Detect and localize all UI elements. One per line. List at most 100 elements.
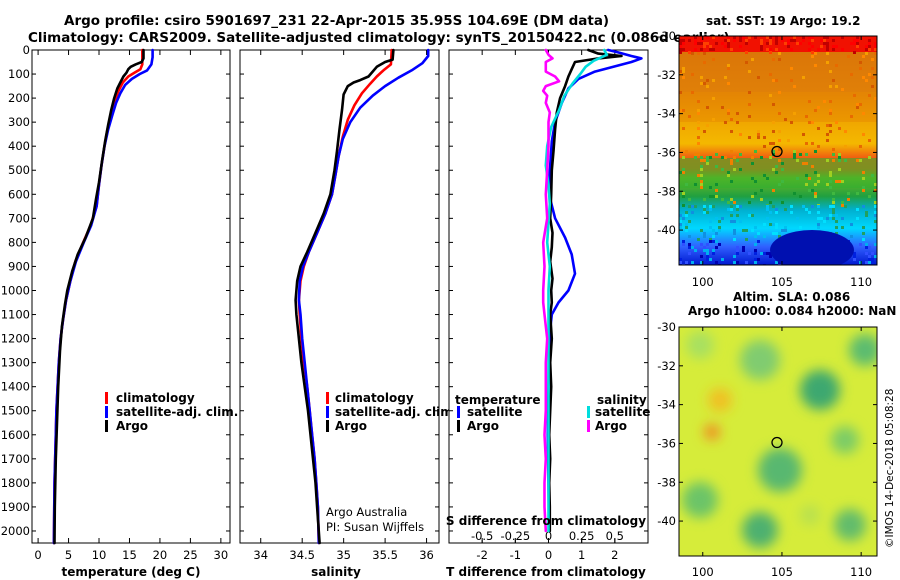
difference-depth-ticks [449,49,648,532]
sst-pixel [700,243,703,246]
sst-pixel [769,252,772,255]
depth-tick-label: 1100 [1,308,30,322]
lon-tick-label: 110 [850,565,872,579]
sst-pixel [682,214,685,217]
sst-pixel [721,106,724,109]
sst-pixel [871,67,874,70]
sst-pixel [871,261,874,264]
sst-pixel [796,177,799,180]
sst-pixel [769,255,772,258]
sst-pixel [856,106,859,109]
sst-pixel [856,208,859,211]
salinity-legend: climatology satellite-adj. clim. Argo [326,391,457,433]
sst-pixel [706,243,709,246]
sst-pixel [781,162,784,165]
s-tick-label: -0.5 [471,529,493,543]
sst-pixel [700,39,703,42]
sst-pixel [730,208,733,211]
sst-pixel [751,195,754,198]
sst-pixel [814,150,817,153]
sst-pixel [769,51,772,54]
sla-map-title-line1: Altim. SLA: 0.086 [733,290,850,304]
sst-pixel [826,217,829,220]
sst-pixel [748,136,751,139]
sst-pixel [868,48,871,51]
sst-pixel [715,183,718,186]
sst-pixel [775,42,778,45]
sla-blob [742,512,778,548]
sst-pixel [697,109,700,112]
sst-pixel [727,36,730,39]
sst-pixel [874,183,877,186]
sst-pixel [874,201,877,204]
sst-pixel [703,45,706,48]
sst-pixel [826,45,829,48]
sst-pixel [802,162,805,165]
legend-label-climatology: climatology [116,391,195,405]
lon-tick-label: 105 [771,565,793,579]
sst-pixel [772,103,775,106]
sst-field [679,36,877,265]
sst-pixel [772,232,775,235]
sst-pixel [826,183,829,186]
sst-pixel [772,205,775,208]
sst-pixel [718,220,721,223]
sst-pixel [778,91,781,94]
x-tick-label: 20 [153,548,168,562]
sst-pixel [817,174,820,177]
sst-pixel [763,136,766,139]
profile-line-satellite-adj-clim- [297,48,430,545]
sst-pixel [826,52,829,55]
sst-pixel [841,48,844,51]
sst-pixel [847,198,850,201]
sst-pixel [685,183,688,186]
sst-pixel [697,153,700,156]
sst-pixel [850,115,853,118]
sst-pixel [835,214,838,217]
sst-pixel [679,45,682,48]
sst-pixel [826,61,829,64]
sst-pixel [742,246,745,249]
sst-pixel [793,150,796,153]
legend-title-temperature: temperature [455,393,540,407]
sst-pixel [766,217,769,220]
sst-pixel [832,148,835,151]
sst-pixel [796,217,799,220]
sst-pixel [760,39,763,42]
sst-pixel [718,243,721,246]
sst-pixel [808,100,811,103]
sst-pixel [817,48,820,51]
sst-pixel [712,195,715,198]
sst-pixel [874,214,877,217]
sst-argo-marker [771,145,783,158]
sst-pixel [688,51,691,54]
sst-pixel [733,232,736,235]
sst-pixel [736,246,739,249]
sst-pixel [703,61,706,64]
sst-pixel [694,36,697,39]
sst-pixel [868,156,871,159]
sst-pixel [706,36,709,39]
sst-pixel [682,192,685,195]
sst-pixel [838,159,841,162]
sst-pixel [691,52,694,55]
sst-pixel [823,42,826,45]
sst-pixel [814,183,817,186]
sst-pixel [772,121,775,124]
sst-pixel [694,249,697,252]
sst-pixel [862,238,865,241]
sst-pixel [730,214,733,217]
sst-pixel [775,39,778,42]
sst-pixel [727,42,730,45]
sst-pixel [739,220,742,223]
sst-pixel [769,142,772,145]
sst-pixel [697,121,700,124]
sst-pixel [829,100,832,103]
sst-pixel [790,67,793,70]
sst-pixel [775,211,778,214]
sst-pixel [742,36,745,39]
sst-pixel [856,103,859,106]
sst-pixel [700,261,703,264]
profile-line-s-argo [541,48,561,533]
sst-pixel [871,258,874,261]
